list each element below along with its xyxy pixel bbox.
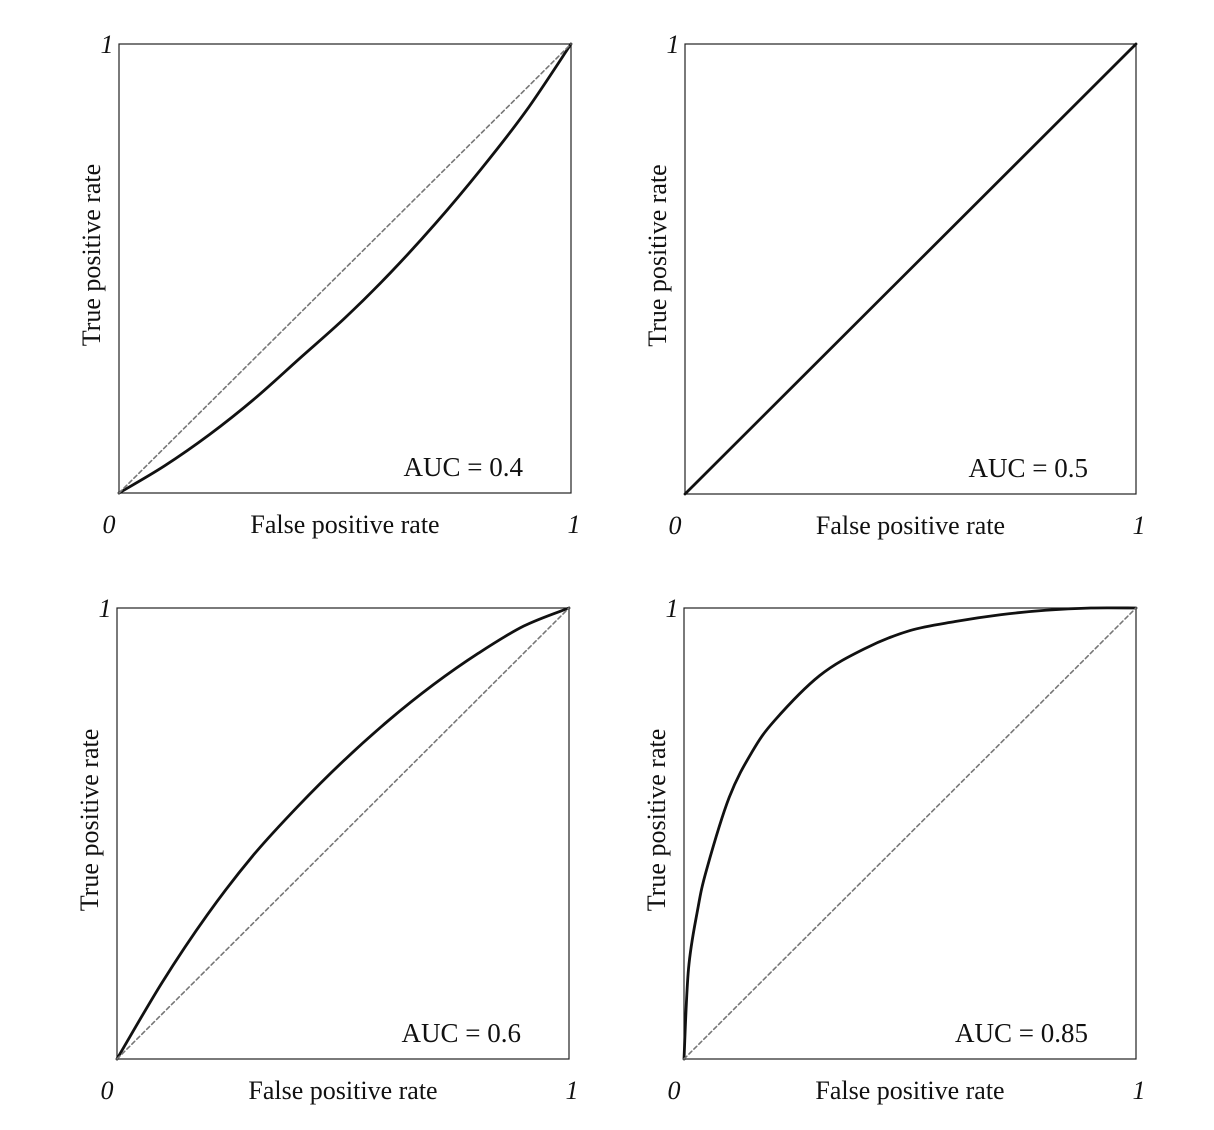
chance-diagonal-line	[683, 607, 1137, 1060]
roc-panel-2: 0 1 1 False positive rate True positive rate…	[643, 30, 1146, 540]
auc-annotation: AUC = 0.85	[955, 1018, 1088, 1048]
y-tick-label-1: 1	[666, 594, 679, 623]
y-axis-label: True positive rate	[77, 164, 106, 346]
roc-curve	[117, 42, 573, 495]
plot-frame	[118, 43, 572, 494]
roc-curve	[115, 606, 571, 1061]
chance-diagonal-line	[118, 43, 572, 494]
plot-frame	[116, 607, 570, 1060]
x-axis-label: False positive rate	[250, 510, 439, 539]
x-tick-label-1: 1	[568, 510, 581, 539]
roc-panel-4: 0 1 1 False positive rate True positive rate…	[642, 594, 1146, 1105]
x-tick-label-0: 0	[103, 510, 116, 539]
auc-annotation: AUC = 0.4	[404, 452, 524, 482]
x-tick-label-1: 1	[1133, 1076, 1146, 1105]
roc-panel-1: 0 1 1 False positive rate True positive rate…	[77, 30, 581, 539]
x-axis-label: False positive rate	[816, 511, 1005, 540]
y-axis-label: True positive rate	[75, 729, 104, 911]
x-axis-label: False positive rate	[248, 1076, 437, 1105]
roc-panel-3: 0 1 1 False positive rate True positive rate…	[75, 594, 579, 1105]
plot-frame	[683, 607, 1137, 1060]
roc-curve	[683, 42, 1138, 496]
x-tick-label-0: 0	[101, 1076, 114, 1105]
chance-diagonal-line	[116, 607, 570, 1060]
x-tick-label-1: 1	[566, 1076, 579, 1105]
x-axis-label: False positive rate	[815, 1076, 1004, 1105]
plot-frame	[684, 43, 1137, 495]
y-axis-label: True positive rate	[642, 729, 671, 911]
auc-annotation: AUC = 0.5	[969, 453, 1088, 483]
x-tick-label-0: 0	[669, 511, 682, 540]
x-tick-label-1: 1	[1133, 511, 1146, 540]
y-axis-label: True positive rate	[643, 164, 672, 346]
y-tick-label-1: 1	[101, 30, 114, 59]
roc-curve	[682, 606, 1138, 1061]
y-tick-label-1: 1	[667, 30, 680, 59]
x-tick-label-0: 0	[668, 1076, 681, 1105]
y-tick-label-1: 1	[99, 594, 112, 623]
auc-annotation: AUC = 0.6	[402, 1018, 521, 1048]
